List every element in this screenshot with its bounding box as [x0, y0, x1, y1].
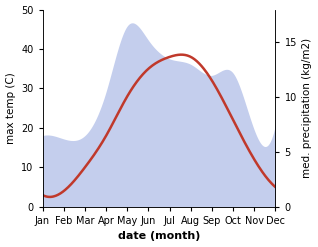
X-axis label: date (month): date (month) — [118, 231, 200, 242]
Y-axis label: max temp (C): max temp (C) — [5, 72, 16, 144]
Y-axis label: med. precipitation (kg/m2): med. precipitation (kg/m2) — [302, 38, 313, 178]
